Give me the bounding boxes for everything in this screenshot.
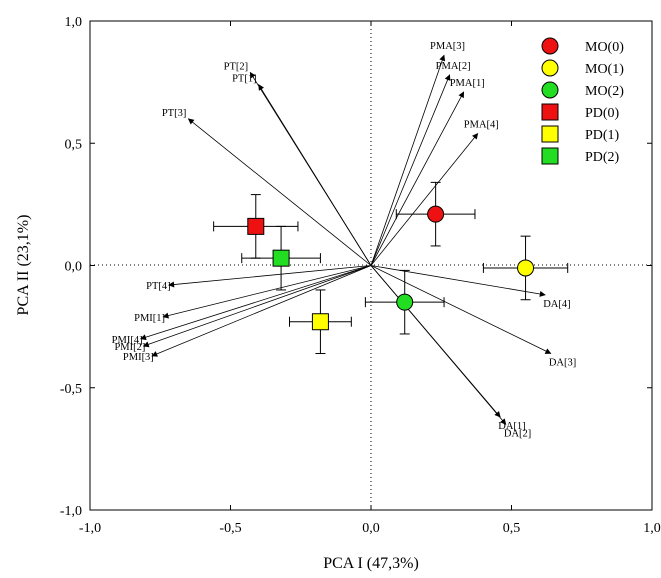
- point-mo1: [517, 259, 535, 277]
- x-tick-label: 0,0: [362, 521, 380, 536]
- axis-ticks: -1,0 -0,5 0,0 0,5 1,0 1,0 0,5 0,0 -0,5 -1,0: [60, 15, 661, 536]
- y-tick-label: -0,5: [60, 382, 82, 397]
- vector-arrow: [370, 74, 451, 266]
- x-tick-label: 1,0: [643, 521, 661, 536]
- vector-label: DA[1]: [498, 421, 525, 432]
- vector-arrow: [151, 265, 372, 357]
- vector-label: DA[4]: [543, 299, 570, 310]
- point-pd2: [272, 249, 290, 267]
- legend-label: MO(2): [585, 84, 624, 99]
- point-mo2: [396, 293, 414, 311]
- vector-arrow: [370, 265, 552, 354]
- x-axis-label: PCA I (47,3%): [323, 555, 419, 572]
- point-pd0: [247, 217, 265, 235]
- vector-arrow: [258, 84, 372, 266]
- vector-arrow: [370, 133, 479, 266]
- legend-marker: [541, 81, 559, 99]
- point-mo0: [427, 205, 445, 223]
- legend-marker: [541, 147, 559, 165]
- vector-label: PMA[4]: [464, 119, 499, 130]
- legend-marker: [541, 59, 559, 77]
- vector-arrow: [370, 54, 446, 266]
- legend-label: PD(2): [585, 150, 620, 165]
- y-axis-label: PCA II (23,1%): [15, 215, 32, 316]
- vector-label: PMI[4]: [112, 335, 143, 346]
- x-tick-label: -1,0: [79, 521, 101, 536]
- vector-label: PT[2]: [224, 61, 249, 72]
- vector-label: PMA[3]: [430, 41, 465, 52]
- y-tick-label: 0,5: [65, 137, 83, 152]
- legend-marker: [541, 125, 559, 143]
- vector-arrow: [187, 118, 372, 266]
- legend-label: MO(1): [585, 62, 624, 77]
- legend-marker: [541, 103, 559, 121]
- legend-label: MO(0): [585, 40, 624, 55]
- legend-marker: [541, 37, 559, 55]
- loading-vectors: PMA[3] PMA[2] PMA[1] PMA[4] PT[2] PT[1] PT[3] P…: [112, 41, 577, 439]
- y-tick-label: 0,0: [65, 260, 83, 275]
- vector-label: PMI[2]: [114, 342, 145, 353]
- vector-label: DA[2]: [504, 428, 531, 439]
- y-tick-label: 1,0: [65, 15, 83, 30]
- vector-label: PMA[2]: [436, 61, 471, 72]
- group-points: [213, 181, 569, 355]
- vector-label: PT[3]: [162, 108, 187, 119]
- vector-label: PMI[1]: [134, 313, 165, 324]
- vector-label: PT[1]: [232, 74, 257, 85]
- vector-arrow: [370, 265, 507, 425]
- vector-arrow: [370, 91, 465, 266]
- y-tick-label: -1,0: [60, 504, 82, 519]
- vector-label: PMI[3]: [123, 352, 154, 363]
- vector-label: PMA[1]: [450, 78, 485, 89]
- legend-label: PD(1): [585, 128, 620, 143]
- vector-arrow: [142, 265, 372, 348]
- vector-arrow: [140, 265, 372, 341]
- legend: MO(0) MO(1) MO(2) PD(0) PD(1) PD(2): [541, 37, 624, 165]
- x-tick-label: 0,5: [503, 521, 521, 536]
- x-tick-label: -0,5: [219, 521, 241, 536]
- vector-arrow: [162, 265, 372, 319]
- vector-label: DA[3]: [549, 358, 576, 369]
- vector-label: PT[4]: [146, 281, 171, 292]
- vector-arrow: [168, 265, 372, 288]
- legend-label: PD(0): [585, 106, 620, 121]
- point-pd1: [311, 313, 329, 331]
